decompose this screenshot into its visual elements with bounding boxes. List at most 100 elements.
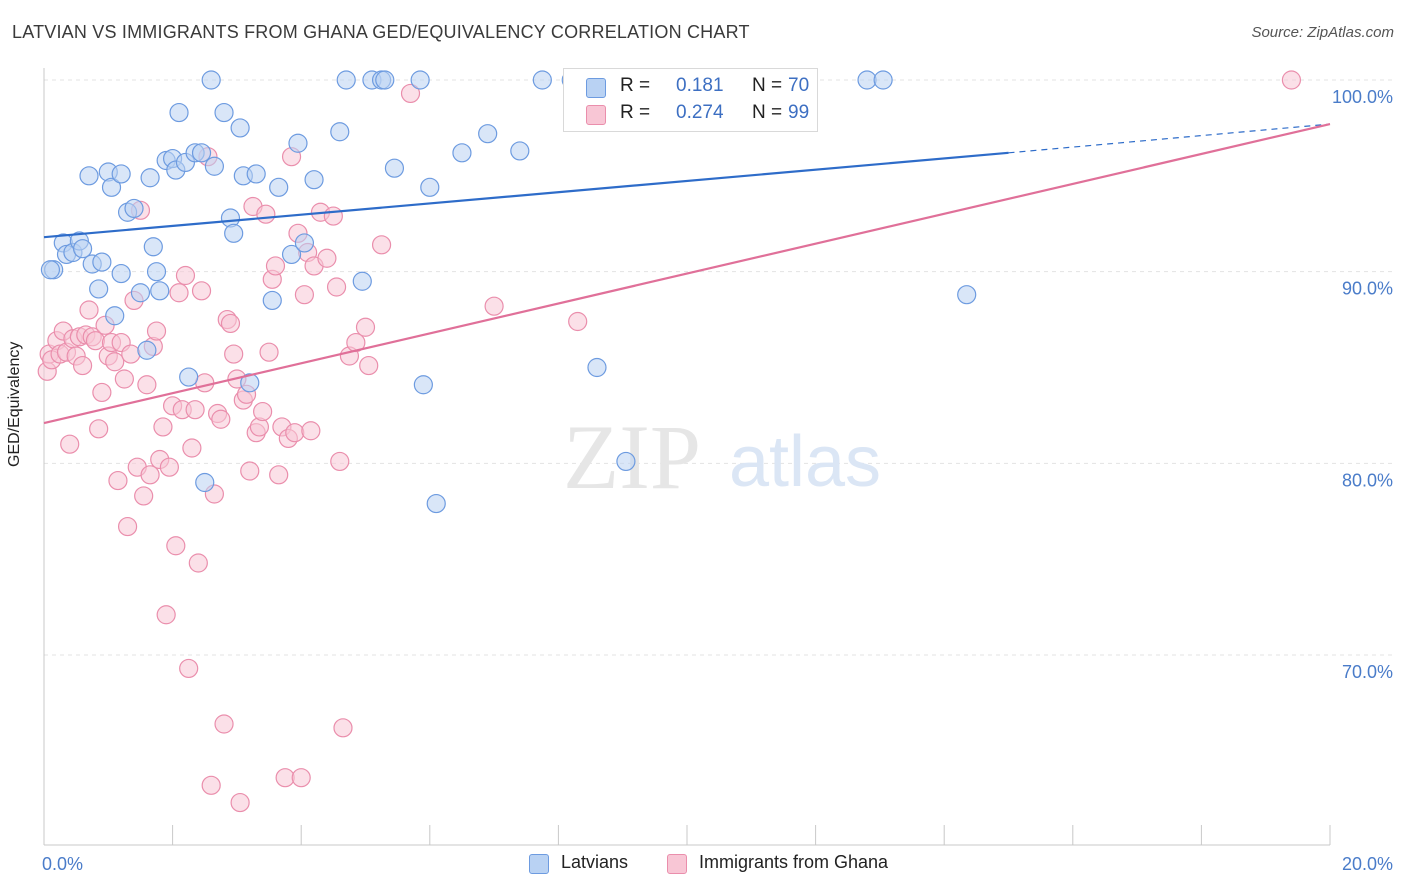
y-axis-label: GED/Equivalency <box>6 341 23 467</box>
legend-r-label: R = <box>620 102 651 123</box>
latvian-point <box>230 118 250 138</box>
legend-r-value: 0.181 <box>676 75 724 96</box>
stats-legend: R = 0.181 N = 70 R = 0.274 N = 99 <box>563 68 818 132</box>
ghana-point <box>195 373 215 393</box>
ghana-point <box>79 300 99 320</box>
ghana-point <box>211 409 231 429</box>
ghana-point <box>156 605 176 625</box>
ghana-point <box>291 768 311 788</box>
legend-r-label: R = <box>620 75 651 96</box>
latvian-point <box>269 177 289 197</box>
ghana-point <box>214 714 234 734</box>
ghana-point <box>188 553 208 573</box>
latvian-point <box>92 252 112 272</box>
bottom-legend-label: Immigrants from Ghana <box>699 852 889 872</box>
latvian-point <box>420 177 440 197</box>
latvian-point <box>587 357 607 378</box>
latvian-point <box>101 177 122 197</box>
ghana-point <box>191 281 212 301</box>
bottom-legend-swatch-pink <box>667 854 687 874</box>
latvian-point <box>281 244 302 265</box>
ghana-point <box>105 352 125 372</box>
y-tick-label: 80.0% <box>1342 470 1393 490</box>
latvian-point <box>195 472 215 493</box>
ghana-point <box>330 451 350 472</box>
latvian-point <box>304 170 324 190</box>
ghana-point <box>224 344 244 364</box>
ghana-point <box>333 718 353 738</box>
ghana-point <box>323 206 343 226</box>
ghana-point <box>92 382 112 403</box>
latvian-point <box>146 262 167 282</box>
ghana-point <box>60 434 80 454</box>
ghana-point <box>175 265 196 286</box>
ghana-point <box>230 792 250 813</box>
latvian-point <box>140 168 160 188</box>
latvian-point <box>246 164 266 184</box>
watermark-atlas: atlas <box>729 422 881 502</box>
legend-n-value: 99 <box>788 102 810 123</box>
ghana-point <box>117 516 138 537</box>
ghana-point <box>182 438 202 458</box>
ghana-point <box>301 421 321 441</box>
latvian-point <box>124 198 144 219</box>
latvian-point <box>384 158 405 178</box>
ghana-point <box>121 344 141 364</box>
y-tick-label: 70.0% <box>1342 662 1393 682</box>
source-credit: Source: ZipAtlas.com <box>1251 24 1394 41</box>
ghana-point <box>253 401 273 422</box>
legend-n-label: N = <box>752 102 783 123</box>
ghana-point <box>72 355 93 376</box>
ghana-point <box>179 658 199 679</box>
ghana-point <box>201 775 221 795</box>
ghana-point <box>326 277 347 297</box>
x-tick-label: 20.0% <box>1342 854 1393 874</box>
ghana-point <box>220 313 241 334</box>
ghana-point <box>355 317 376 337</box>
latvian-point <box>72 239 93 259</box>
latvian-point <box>89 279 109 299</box>
latvian-point <box>957 285 977 305</box>
latvian-point <box>294 233 315 253</box>
latvian-point <box>336 70 356 90</box>
ghana-point <box>484 296 504 316</box>
latvian-point <box>150 281 170 301</box>
axes <box>43 68 1331 846</box>
legend-swatch-pink <box>586 105 606 125</box>
latvian-point <box>352 271 372 291</box>
y-tick-labels: 100.0% 90.0% 80.0% 70.0% <box>1332 87 1393 682</box>
ghana-point <box>140 465 160 485</box>
ghana-point <box>166 536 186 556</box>
latvian-point <box>413 375 433 395</box>
ghana-point <box>568 311 588 332</box>
latvian-point <box>191 143 212 163</box>
watermark: ZIP atlas <box>563 406 881 508</box>
legend-n-label: N = <box>752 75 783 96</box>
y-tick-label: 90.0% <box>1342 279 1393 299</box>
ghana-point <box>265 256 286 276</box>
latvian-point <box>857 70 877 90</box>
ghana-point <box>108 470 128 491</box>
latvian-point <box>288 133 308 153</box>
bottom-legend-swatch-blue <box>529 854 549 874</box>
latvian-point <box>179 367 199 387</box>
latvian-point <box>510 141 530 161</box>
ghana-point <box>153 417 173 437</box>
latvian-point <box>143 237 163 257</box>
latvian-point <box>873 70 893 90</box>
ghana-point <box>85 331 106 351</box>
latvian-point <box>130 283 151 303</box>
latvian-point <box>169 102 189 123</box>
ghana-point <box>275 768 295 788</box>
ghana-point <box>134 486 154 506</box>
ghana-point <box>159 457 179 477</box>
latvian-point <box>616 451 636 472</box>
latvian-point <box>204 156 224 176</box>
latvian-point <box>40 260 61 280</box>
ghana-point <box>294 285 315 305</box>
latvian-point <box>201 70 221 90</box>
latvian-point <box>375 70 395 90</box>
ghana-point <box>185 400 205 420</box>
bottom-legend-label: Latvians <box>561 852 629 872</box>
